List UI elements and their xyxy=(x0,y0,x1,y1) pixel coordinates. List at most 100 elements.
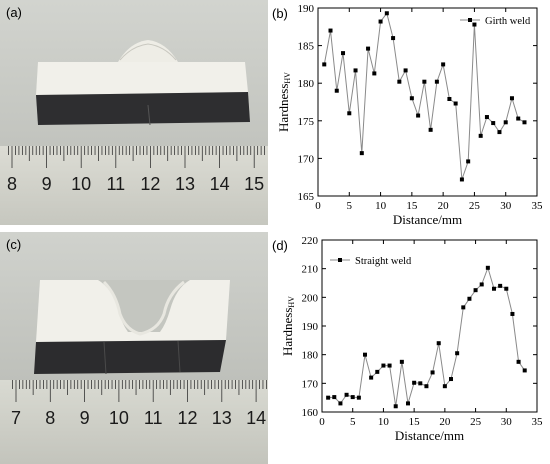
chart-straight-weld: (d) 0 5 10 15 20 25 30 35 160 170 180 190 200 210 220 … xyxy=(268,232,550,464)
plot-frame xyxy=(317,7,538,197)
x-tick-label: 0 xyxy=(315,200,321,212)
data-point xyxy=(326,395,331,400)
legend-marker xyxy=(468,18,472,22)
data-point xyxy=(344,392,349,397)
x-tick-label: 30 xyxy=(501,416,513,428)
y-axis-label-main: Hardness xyxy=(280,308,295,356)
panel-label-b: (b) xyxy=(272,6,288,21)
data-point xyxy=(430,370,435,375)
data-point xyxy=(406,401,410,406)
data-point xyxy=(449,377,453,382)
data-point xyxy=(466,159,471,164)
data-point xyxy=(393,404,398,409)
ruler-number: 14 xyxy=(246,408,266,428)
specimen-straight xyxy=(34,280,230,375)
x-tick-label: 35 xyxy=(532,416,544,428)
data-point xyxy=(347,111,352,116)
data-point xyxy=(478,133,483,138)
specimen-photo-girth-weld: 8 9 10 11 12 13 14 15 (a) xyxy=(0,0,268,225)
data-point xyxy=(461,305,466,310)
data-point xyxy=(447,96,452,101)
x-tick-label: 20 xyxy=(438,200,450,212)
data-point xyxy=(387,363,392,368)
x-tick-label: 10 xyxy=(378,416,390,428)
y-axis-label: HardnessHV xyxy=(280,296,296,356)
y-tick-label: 170 xyxy=(298,153,315,165)
data-point xyxy=(372,71,377,76)
x-axis-label: Distance/mm xyxy=(393,212,462,227)
y-axis-label-sub: HV xyxy=(283,72,292,84)
ruler-number: 9 xyxy=(42,174,52,194)
panel-label-c: (c) xyxy=(6,237,21,252)
y-tick-label: 165 xyxy=(298,191,315,203)
ruler-number: 14 xyxy=(210,174,230,194)
ruler-number: 11 xyxy=(144,408,163,428)
ruler-number: 7 xyxy=(11,408,21,428)
series-line-0 xyxy=(323,12,525,180)
data-point xyxy=(434,79,439,84)
y-tick-label: 175 xyxy=(298,116,315,128)
data-point xyxy=(424,384,429,389)
y-tick-label: 190 xyxy=(298,3,315,15)
data-point xyxy=(491,121,496,126)
y-axis-label-main: Hardness xyxy=(276,84,291,132)
y-tick-label: 190 xyxy=(302,321,319,333)
data-point xyxy=(516,116,521,121)
x-axis-label: Distance/mm xyxy=(395,428,464,443)
y-tick-label: 160 xyxy=(302,407,319,419)
data-point xyxy=(467,296,472,301)
x-tick-label: 5 xyxy=(347,200,353,212)
y-tick-label: 180 xyxy=(302,350,319,362)
ruler-number: 10 xyxy=(109,408,129,428)
ruler-c: 7 8 9 10 11 12 13 14 xyxy=(0,380,268,464)
x-tick-label: 30 xyxy=(500,200,512,212)
data-point xyxy=(485,265,490,270)
ruler-a: 8 9 10 11 12 13 14 15 xyxy=(0,146,268,225)
data-point xyxy=(363,352,367,357)
data-point xyxy=(516,359,521,364)
data-point xyxy=(399,359,404,364)
ruler-number: 13 xyxy=(212,408,232,428)
data-point xyxy=(522,368,527,373)
data-point xyxy=(428,127,433,132)
panel-label-d: (d) xyxy=(272,238,288,253)
data-point xyxy=(455,351,460,356)
ruler-number: 8 xyxy=(7,174,17,194)
data-point xyxy=(353,68,358,73)
data-point xyxy=(473,288,478,293)
data-point xyxy=(356,395,361,400)
chart-girth-weld: (b) 0 5 10 15 20 25 30 35 165 170 175 180 185 190 Gir… xyxy=(268,0,550,232)
data-point xyxy=(332,395,337,400)
data-point xyxy=(422,79,427,84)
legend-label: Straight weld xyxy=(355,256,412,267)
data-point xyxy=(378,19,383,24)
data-point xyxy=(366,46,371,51)
data-point xyxy=(459,177,464,182)
data-point xyxy=(484,115,489,120)
data-point xyxy=(384,11,389,16)
x-tick-label: 10 xyxy=(375,200,387,212)
data-point xyxy=(341,51,346,56)
x-tick-label: 5 xyxy=(350,416,356,428)
ruler-number: 12 xyxy=(140,174,160,194)
data-point xyxy=(397,79,402,84)
panel-label-a: (a) xyxy=(6,5,22,20)
y-tick-label: 185 xyxy=(298,41,315,53)
data-point xyxy=(375,369,380,374)
ruler-number: 10 xyxy=(71,174,91,194)
data-point xyxy=(498,283,503,288)
data-point xyxy=(334,88,339,93)
y-tick-label: 210 xyxy=(302,264,319,276)
data-point xyxy=(441,62,446,67)
x-tick-label: 25 xyxy=(470,416,482,428)
data-point xyxy=(436,341,441,346)
data-point xyxy=(409,96,414,101)
legend-marker xyxy=(338,258,342,262)
data-point xyxy=(522,120,527,125)
data-point xyxy=(350,395,355,400)
data-point xyxy=(497,130,502,135)
data-point xyxy=(510,311,515,316)
data-point xyxy=(338,401,343,406)
legend: Straight weld xyxy=(330,256,412,267)
x-tick-label: 20 xyxy=(439,416,451,428)
